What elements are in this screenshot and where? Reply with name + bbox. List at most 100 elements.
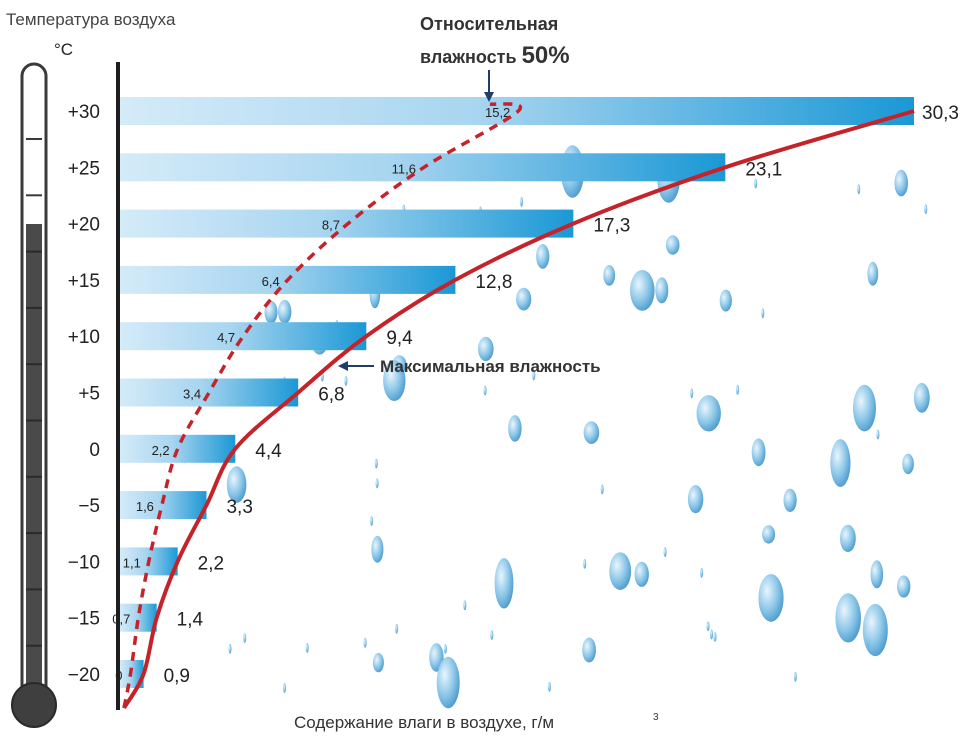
max-annotation: Максимальная влажность <box>380 357 601 376</box>
droplet-icon <box>283 683 286 693</box>
droplet-icon <box>630 270 655 311</box>
droplet-icon <box>751 438 766 467</box>
droplet-icon <box>483 385 487 396</box>
droplet-icon <box>583 558 587 569</box>
droplet-icon <box>870 560 884 589</box>
relative-value-label: 2,2 <box>152 443 170 458</box>
thermometer-icon <box>11 62 57 728</box>
droplet-icon <box>370 516 374 526</box>
y-tick-label: −15 <box>68 609 100 630</box>
max-value-label: 30,3 <box>922 103 959 124</box>
droplet-icon <box>862 603 888 657</box>
droplet-icon <box>305 642 309 653</box>
droplet-icon <box>547 681 551 692</box>
bar-6 <box>120 434 236 463</box>
y-tick-label: +15 <box>68 271 100 292</box>
droplet-icon <box>363 637 367 648</box>
droplet-icon <box>226 466 247 503</box>
max-value-label: 17,3 <box>593 216 630 237</box>
relative-value-label: 0,7 <box>112 612 130 627</box>
droplet-icon <box>894 169 908 197</box>
droplet-icon <box>494 558 514 609</box>
droplet-icon <box>520 196 523 207</box>
droplet-icon <box>383 360 406 401</box>
bar-series <box>120 97 914 688</box>
droplet-icon <box>793 671 797 682</box>
relative-value-label: 3,4 <box>183 387 201 402</box>
max-value-label: 1,4 <box>177 610 204 631</box>
max-value-labels: 30,3 23,1 17,3 12,8 9,4 6,8 4,4 3,3 2,2 1,4 0,9 <box>164 103 959 687</box>
y-tick-label: 0 <box>89 440 100 461</box>
relative-value-label: 8,7 <box>322 218 340 233</box>
relative-value-labels: 15,2 11,6 8,7 6,4 4,7 3,4 2,2 1,6 1,1 0,7 0 <box>112 105 510 683</box>
droplet-icon <box>536 244 550 269</box>
droplet-icon <box>655 277 669 304</box>
y-tick-label: +25 <box>68 158 100 179</box>
droplet-icon <box>532 370 536 381</box>
droplet-icon <box>264 300 278 324</box>
droplet-icon <box>913 382 930 413</box>
y-tick-labels: +30 +25 +20 +15 +10 +5 0 −5 −10 −15 −20 <box>68 102 100 686</box>
droplet-icon <box>663 547 667 558</box>
droplet-icon <box>665 235 680 255</box>
max-value-label: 23,1 <box>745 159 782 180</box>
droplet-icon <box>758 574 784 622</box>
max-annotation-arrow-icon <box>338 361 374 371</box>
droplet-icon <box>924 204 928 215</box>
max-humidity-curve <box>122 109 915 710</box>
droplet-icon <box>436 656 460 709</box>
droplet-icon <box>710 629 713 640</box>
droplet-icon <box>603 265 616 286</box>
droplet-icon <box>634 561 649 587</box>
droplet-icon <box>344 375 348 386</box>
droplet-icon <box>857 184 861 195</box>
droplet-icon <box>395 623 399 634</box>
max-value-label: 6,8 <box>318 385 344 406</box>
max-value-label: 4,4 <box>255 441 282 462</box>
y-tick-label: +20 <box>68 215 100 236</box>
y-tick-label: −5 <box>78 496 100 517</box>
droplet-icon <box>706 621 710 632</box>
droplet-icon <box>372 652 384 673</box>
relative-value-label: 1,1 <box>123 555 141 570</box>
droplet-icon <box>374 458 378 469</box>
y-tick-label: −20 <box>68 665 100 686</box>
droplet-icon <box>783 488 797 512</box>
max-value-label: 9,4 <box>386 328 413 349</box>
droplet-icon <box>835 593 861 643</box>
droplet-icon <box>600 484 604 495</box>
droplet-icon <box>687 485 704 514</box>
max-value-label: 2,2 <box>198 553 224 574</box>
relative-value-label: 15,2 <box>485 105 510 120</box>
x-axis-unit-superscript: 3 <box>653 712 659 723</box>
relative-value-label: 6,4 <box>262 274 280 289</box>
y-axis-unit: °C <box>54 40 73 59</box>
relative-humidity-curve <box>122 102 523 709</box>
droplet-icon <box>830 439 851 487</box>
droplet-icon <box>490 630 494 640</box>
droplet-icon <box>853 384 876 432</box>
relative-annotation-line1: Относительная <box>420 14 558 34</box>
droplet-icon <box>583 421 600 444</box>
y-tick-label: −10 <box>68 552 100 573</box>
droplet-icon <box>696 395 721 432</box>
bar-5 <box>120 378 299 407</box>
relative-value-label: 4,7 <box>217 330 235 345</box>
droplet-icon <box>761 308 765 319</box>
droplet-icon <box>762 525 776 544</box>
droplet-icon <box>690 388 694 399</box>
y-tick-label: +10 <box>68 327 100 348</box>
droplet-icon <box>754 178 758 189</box>
droplet-icon <box>278 299 292 324</box>
droplet-icon <box>516 287 532 311</box>
droplet-icon <box>609 552 632 590</box>
max-value-label: 0,9 <box>164 666 190 687</box>
x-axis-label: Содержание влаги в воздухе, г/м <box>294 713 554 732</box>
droplet-icon <box>375 478 379 489</box>
droplet-icon <box>867 261 879 286</box>
droplet-icon <box>371 535 384 563</box>
droplet-icon <box>840 524 856 553</box>
droplet-icon <box>876 429 880 440</box>
droplet-icon <box>713 631 717 642</box>
